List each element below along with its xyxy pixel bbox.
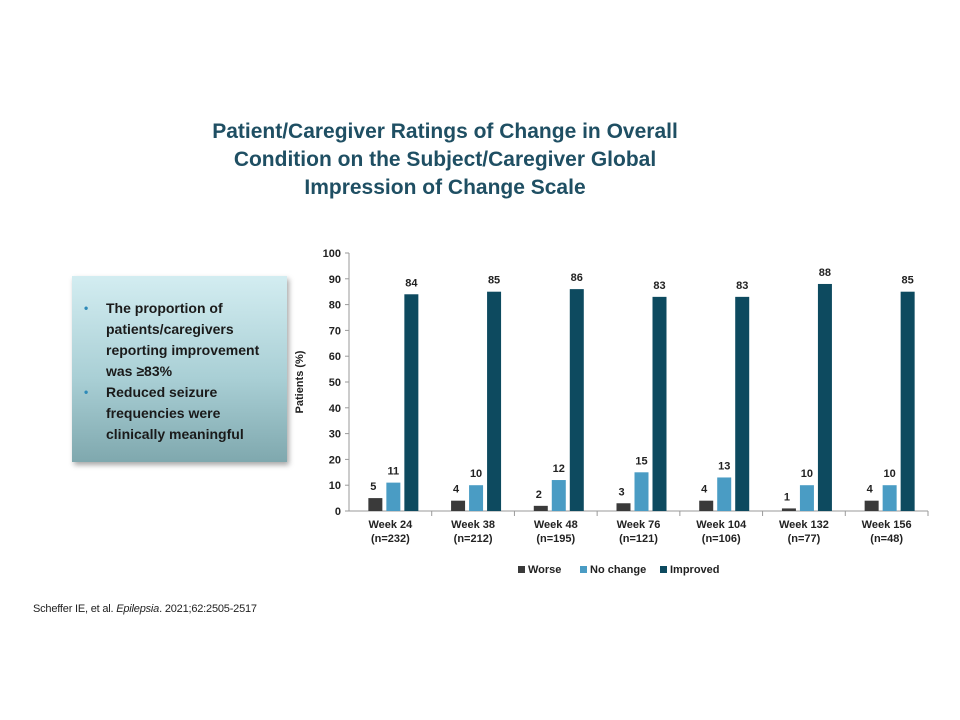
data-label: 15 xyxy=(635,455,647,467)
data-label: 85 xyxy=(488,275,500,287)
legend-label: No change xyxy=(590,564,646,576)
x-tick-label-n: (n=195) xyxy=(536,533,575,545)
x-tick-label-n: (n=77) xyxy=(788,533,821,545)
legend-swatch xyxy=(580,566,587,573)
data-label: 10 xyxy=(884,468,896,480)
data-label: 11 xyxy=(388,466,400,478)
data-label: 86 xyxy=(571,272,583,284)
bullet-icon: • xyxy=(84,301,89,315)
x-tick-label-n: (n=232) xyxy=(371,533,410,545)
bar-worse xyxy=(781,508,796,511)
title-line: Condition on the Subject/Caregiver Globa… xyxy=(233,148,657,171)
bar-no-change xyxy=(386,482,401,511)
data-label: 3 xyxy=(618,486,624,498)
bar-improved xyxy=(569,289,584,511)
bar-worse xyxy=(533,505,548,511)
title-line: Impression of Change Scale xyxy=(304,176,586,199)
x-tick-label: Week 156 xyxy=(862,519,912,531)
y-tick-label: 100 xyxy=(323,248,341,260)
data-label: 10 xyxy=(801,468,813,480)
key-finding-item: • The proportion of patients/caregivers … xyxy=(84,298,277,382)
x-tick-label-n: (n=106) xyxy=(702,533,741,545)
bar-improved xyxy=(652,296,667,511)
key-finding-item: • Reduced seizure frequencies were clini… xyxy=(84,382,277,445)
bar-worse xyxy=(451,500,466,511)
data-label: 5 xyxy=(370,481,376,493)
legend-swatch xyxy=(660,566,667,573)
key-findings-callout: • The proportion of patients/caregivers … xyxy=(72,276,287,462)
bar-no-change xyxy=(717,477,732,511)
bar-worse xyxy=(864,500,879,511)
citation: Scheffer IE, et al. Epilepsia. 2021;62:2… xyxy=(33,603,257,615)
bar-no-change xyxy=(882,485,897,511)
bar-worse xyxy=(699,500,714,511)
x-tick-label: Week 24 xyxy=(368,519,413,531)
citation-authors: Scheffer IE, et al. xyxy=(33,603,114,615)
legend-label: Improved xyxy=(670,564,720,576)
y-tick-label: 60 xyxy=(329,351,341,363)
y-tick-label: 0 xyxy=(335,506,341,518)
x-tick-label: Week 76 xyxy=(617,519,661,531)
title-line: Patient/Caregiver Ratings of Change in O… xyxy=(212,120,678,143)
x-tick-label: Week 38 xyxy=(451,519,495,531)
data-label: 84 xyxy=(405,277,418,289)
slide-title: Patient/Caregiver Ratings of Change in O… xyxy=(130,118,760,202)
data-label: 4 xyxy=(701,484,708,496)
data-label: 12 xyxy=(553,463,565,475)
citation-journal: Epilepsia xyxy=(116,603,160,615)
data-label: 83 xyxy=(653,280,665,292)
data-label: 83 xyxy=(736,280,748,292)
x-tick-label-n: (n=212) xyxy=(454,533,493,545)
y-tick-label: 10 xyxy=(329,480,341,492)
data-label: 85 xyxy=(902,275,914,287)
y-tick-label: 40 xyxy=(329,403,341,415)
citation-details: 2021;62:2505-2517 xyxy=(164,603,257,615)
citation-separator: . xyxy=(159,603,165,615)
bar-no-change xyxy=(634,472,649,511)
data-label: 4 xyxy=(453,484,460,496)
x-tick-label: Week 132 xyxy=(779,519,829,531)
key-findings-list: • The proportion of patients/caregivers … xyxy=(84,298,277,445)
data-label: 10 xyxy=(470,468,482,480)
data-label: 4 xyxy=(867,484,874,496)
x-tick-label: Week 48 xyxy=(534,519,578,531)
bullet-icon: • xyxy=(84,385,89,399)
bar-no-change xyxy=(551,480,566,511)
bar-improved xyxy=(817,283,832,511)
legend-swatch xyxy=(518,566,525,573)
bar-improved xyxy=(487,291,502,511)
data-label: 2 xyxy=(536,489,542,501)
bar-improved xyxy=(735,296,750,511)
x-tick-label-n: (n=121) xyxy=(619,533,658,545)
y-tick-label: 80 xyxy=(329,300,341,312)
y-axis-label: Patients (%) xyxy=(294,350,306,413)
data-label: 88 xyxy=(819,267,831,279)
key-finding-text: The proportion of patients/caregivers re… xyxy=(106,300,260,379)
x-tick-label: Week 104 xyxy=(696,519,747,531)
bar-worse xyxy=(368,498,383,511)
y-tick-label: 90 xyxy=(329,274,341,286)
legend-label: Worse xyxy=(528,564,561,576)
y-tick-label: 20 xyxy=(329,454,341,466)
bar-improved xyxy=(404,294,419,511)
bar-no-change xyxy=(469,485,484,511)
y-tick-label: 30 xyxy=(329,429,341,441)
key-finding-text: Reduced seizure frequencies were clinica… xyxy=(106,384,244,442)
bar-improved xyxy=(900,291,915,511)
bar-worse xyxy=(616,503,631,511)
bar-no-change xyxy=(799,485,814,511)
y-tick-label: 50 xyxy=(329,377,341,389)
x-tick-label-n: (n=48) xyxy=(870,533,903,545)
data-label: 13 xyxy=(718,460,730,472)
data-label: 1 xyxy=(784,491,790,503)
y-tick-label: 70 xyxy=(329,325,341,337)
